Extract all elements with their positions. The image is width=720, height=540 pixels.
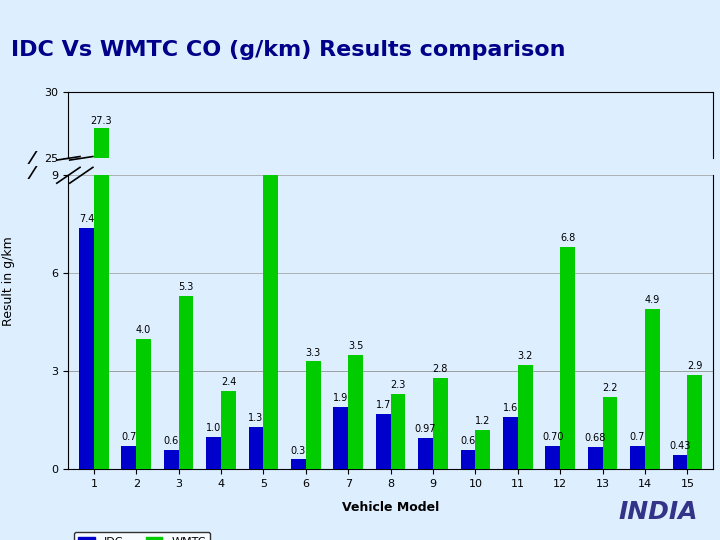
Bar	[248, 427, 264, 469]
Text: 2.2: 2.2	[602, 383, 618, 394]
Text: Result in g/km: Result in g/km	[2, 236, 15, 326]
Bar	[221, 391, 236, 469]
Text: 0.97: 0.97	[415, 424, 436, 434]
Bar	[672, 455, 688, 469]
Bar	[163, 480, 179, 488]
Text: 6.8: 6.8	[560, 233, 575, 243]
Bar	[475, 430, 490, 469]
Bar	[545, 447, 560, 469]
Bar	[333, 407, 348, 469]
Text: 2.9: 2.9	[687, 361, 703, 370]
Bar	[376, 465, 390, 488]
Text: 3.3: 3.3	[305, 348, 321, 357]
Bar	[348, 442, 363, 488]
Text: 7.4: 7.4	[78, 214, 94, 224]
Bar	[79, 390, 94, 488]
Text: 27.3: 27.3	[91, 116, 112, 126]
Text: 1.0: 1.0	[206, 423, 221, 433]
Bar	[603, 397, 618, 469]
Bar	[645, 423, 660, 488]
Bar	[603, 459, 618, 488]
Text: 0.68: 0.68	[585, 433, 606, 443]
Bar	[291, 484, 306, 488]
Bar	[264, 126, 278, 469]
Text: 3.5: 3.5	[348, 341, 364, 351]
Text: IDC Vs WMTC CO (g/km) Results comparison: IDC Vs WMTC CO (g/km) Results comparison	[11, 40, 565, 60]
Text: 0.6: 0.6	[460, 436, 476, 446]
Bar	[475, 472, 490, 488]
Bar	[503, 417, 518, 469]
Bar	[588, 479, 603, 488]
Bar	[518, 446, 533, 488]
Bar	[503, 467, 518, 488]
Bar	[306, 444, 320, 488]
Bar	[645, 309, 660, 469]
Bar	[94, 0, 109, 469]
Text: 0.6: 0.6	[163, 436, 179, 446]
Legend: IDC, WMTC: IDC, WMTC	[74, 532, 210, 540]
Bar	[122, 447, 136, 469]
Text: 1.9: 1.9	[333, 393, 348, 403]
Bar	[433, 451, 448, 488]
Bar	[560, 247, 575, 469]
Text: 2.3: 2.3	[390, 380, 405, 390]
Bar	[179, 418, 194, 488]
Text: ⁄
⁄: ⁄ ⁄	[31, 150, 34, 184]
Bar	[461, 450, 475, 469]
Bar	[163, 450, 179, 469]
Text: 1.6: 1.6	[503, 403, 518, 413]
Bar	[206, 475, 221, 488]
Bar	[136, 435, 151, 488]
Bar	[545, 479, 560, 488]
Bar	[291, 460, 306, 469]
Text: 4.9: 4.9	[645, 295, 660, 305]
Bar	[264, 349, 278, 488]
Text: 0.70: 0.70	[542, 433, 564, 442]
Text: 1.3: 1.3	[248, 413, 264, 423]
Bar	[122, 479, 136, 488]
Text: 2.8: 2.8	[433, 364, 448, 374]
Bar	[136, 339, 151, 469]
Bar	[348, 355, 363, 469]
Bar	[390, 394, 405, 469]
Bar	[376, 414, 390, 469]
Bar	[433, 378, 448, 469]
Text: 0.3: 0.3	[291, 446, 306, 456]
Bar	[418, 475, 433, 488]
Bar	[560, 399, 575, 488]
Bar	[418, 437, 433, 469]
Bar	[206, 437, 221, 469]
Bar	[518, 364, 533, 469]
Text: 1.7: 1.7	[376, 400, 391, 410]
Bar	[94, 128, 109, 488]
Text: 4.0: 4.0	[136, 325, 151, 335]
Text: 0.7: 0.7	[630, 433, 645, 442]
Text: 5.3: 5.3	[179, 282, 194, 292]
Bar	[688, 375, 702, 469]
Bar	[688, 450, 702, 488]
Bar	[221, 456, 236, 488]
Bar	[306, 361, 320, 469]
Bar	[461, 480, 475, 488]
Text: Vehicle Model: Vehicle Model	[342, 501, 439, 514]
Bar	[79, 227, 94, 469]
Text: 0.43: 0.43	[670, 441, 690, 451]
Text: 1.2: 1.2	[475, 416, 490, 426]
Text: 2.4: 2.4	[221, 377, 236, 387]
Bar	[630, 479, 645, 488]
Bar	[588, 447, 603, 469]
Bar	[333, 463, 348, 488]
Text: 0.7: 0.7	[121, 433, 137, 442]
Text: INDIA: INDIA	[619, 500, 698, 524]
Bar	[672, 482, 688, 488]
Bar	[390, 458, 405, 488]
Text: 3.2: 3.2	[518, 351, 533, 361]
Bar	[630, 447, 645, 469]
Bar	[179, 296, 194, 469]
Bar	[248, 471, 264, 488]
